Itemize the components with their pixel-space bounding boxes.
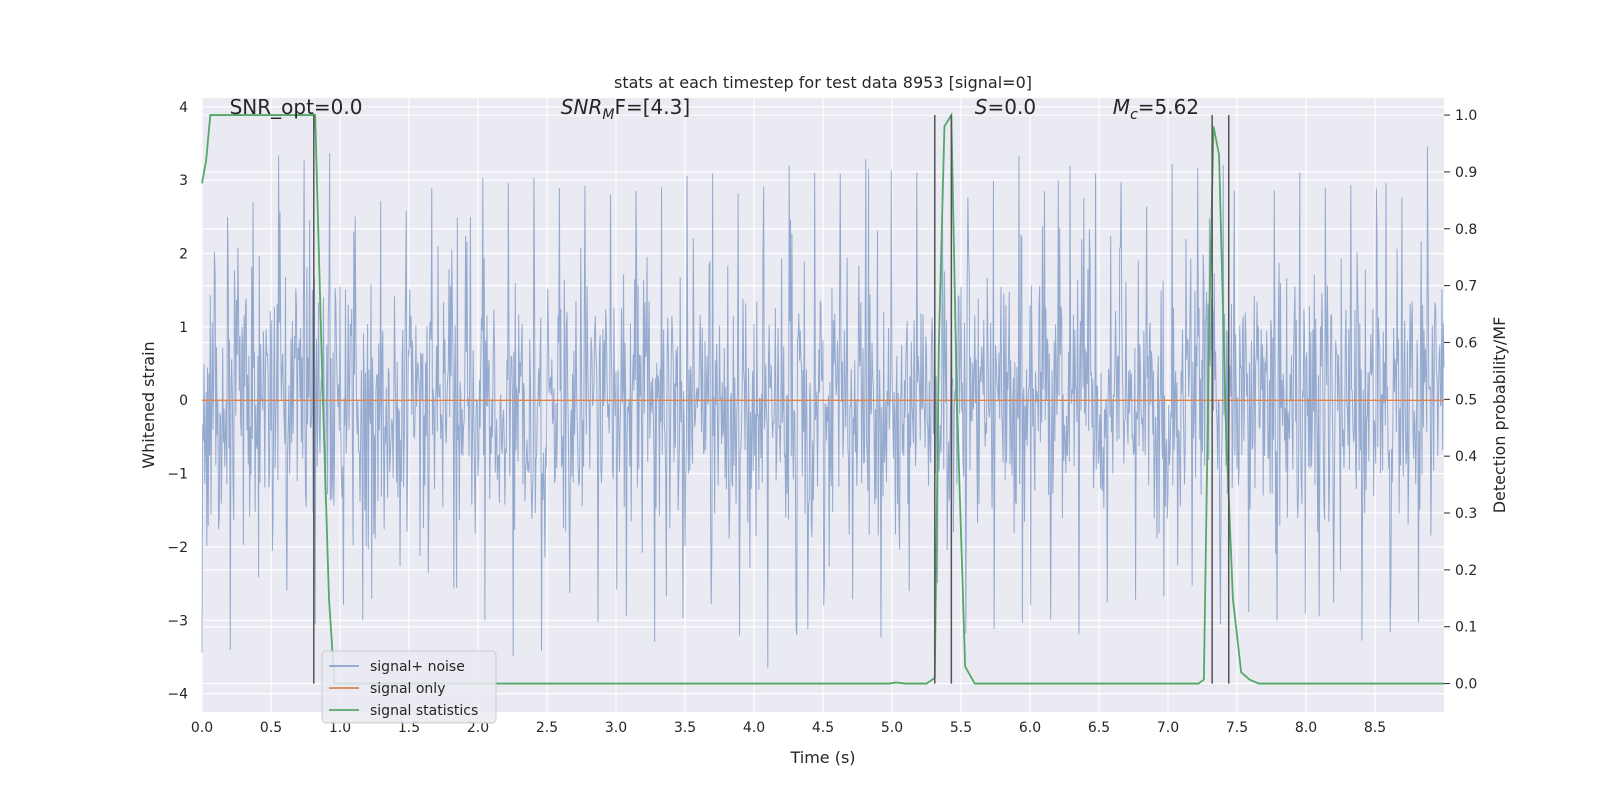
y-left-axis-ticks: 4 3 2 1 0 −1 −2 −3 −4 (167, 100, 188, 703)
x-tick-label: 6.5 (1088, 720, 1110, 736)
x-axis-ticks: 0.0 0.5 1.0 1.5 2.0 2.5 3.0 3.5 4.0 4.5 5.0 5.5 6.0 6… (191, 720, 1386, 736)
legend: signal+ noise signal only signal statist… (321, 650, 497, 724)
y-left-tick-label: 4 (179, 100, 188, 116)
x-tick-label: 0.0 (191, 720, 213, 736)
annotations: SNR_opt=0.0 SNRMF=[4.3] S=0.0 Mc=5.62 (230, 95, 1199, 123)
x-tick-label: 4.5 (812, 720, 834, 736)
series-signal-statistics (201, 111, 1445, 685)
legend-box (321, 650, 497, 724)
y-right-tick-label: 0.5 (1455, 392, 1477, 408)
y-right-tick-label: 0.0 (1455, 677, 1477, 693)
x-tick-label: 5.0 (881, 720, 903, 736)
annotation-text: SNRMF=[4.3] (561, 95, 690, 123)
x-tick-label: 2.5 (536, 720, 558, 736)
x-tick-label: 2.0 (467, 720, 489, 736)
y-left-tick-label: −3 (167, 613, 188, 629)
x-tick-label: 5.5 (950, 720, 972, 736)
x-tick-label: 0.5 (260, 720, 282, 736)
y-left-tick-label: 1 (179, 320, 188, 336)
y-right-axis-ticks: 1.0 0.9 0.8 0.7 0.6 0.5 0.4 0.3 0.2 0.1 0.0 (1444, 108, 1477, 693)
annotation-italic: SNR (561, 95, 603, 119)
series-line-signal-statistics (201, 111, 1444, 685)
annotation-suffix: =5.62 (1138, 95, 1199, 119)
x-tick-label: 3.5 (674, 720, 696, 736)
legend-label-signal-statistics: signal statistics (370, 703, 478, 719)
y-left-tick-label: −2 (167, 540, 188, 556)
annotation-text: Mc=5.62 (1113, 95, 1199, 123)
y-right-tick-label: 0.8 (1455, 222, 1477, 238)
series-line-signal-plus-noise (201, 146, 1445, 668)
x-axis-label: Time (s) (789, 748, 855, 767)
annotation-italic: M (1113, 95, 1130, 119)
y-right-tick-label: 1.0 (1455, 108, 1477, 124)
y-left-tick-label: 3 (179, 173, 188, 189)
x-tick-label: 7.0 (1157, 720, 1179, 736)
series-signal-plus-noise (201, 146, 1445, 668)
x-tick-label: 1.0 (329, 720, 351, 736)
x-tick-label: 8.5 (1364, 720, 1386, 736)
y-left-axis-label: Whitened strain (139, 341, 158, 468)
y-right-axis-label: Detection probability/MF (1490, 317, 1509, 514)
x-tick-label: 7.5 (1226, 720, 1248, 736)
annotation-text: S=0.0 (975, 95, 1036, 119)
annotation-text: SNR_opt=0.0 (230, 95, 363, 119)
annotation-suffix: =0.0 (988, 95, 1037, 119)
y-left-tick-label: −1 (167, 467, 188, 483)
annotation-italic: S (975, 95, 988, 119)
x-tick-label: 1.5 (398, 720, 420, 736)
x-tick-label: 6.0 (1019, 720, 1041, 736)
y-right-tick-label: 0.4 (1455, 449, 1477, 465)
chart-title: stats at each timestep for test data 895… (614, 73, 1032, 92)
y-right-tick-label: 0.7 (1455, 279, 1477, 295)
event-vertical-lines (313, 115, 1230, 684)
y-right-tick-label: 0.1 (1455, 620, 1477, 636)
x-tick-label: 4.0 (743, 720, 765, 736)
annotation-subscript: c (1130, 107, 1138, 123)
y-right-tick-label: 0.3 (1455, 506, 1477, 522)
x-tick-label: 8.0 (1295, 720, 1317, 736)
x-tick-label: 3.0 (605, 720, 627, 736)
annotation-suffix: F=[4.3] (614, 95, 690, 119)
y-left-tick-label: 2 (179, 247, 188, 263)
annotation-subscript: M (602, 107, 614, 123)
y-right-tick-label: 0.9 (1455, 165, 1477, 181)
legend-label-signal-only: signal only (370, 681, 445, 697)
annotation-prefix: SNR_opt=0.0 (230, 95, 363, 119)
legend-label-signal-plus-noise: signal+ noise (370, 659, 465, 675)
y-left-tick-label: −4 (167, 687, 188, 703)
y-right-tick-label: 0.6 (1455, 335, 1477, 351)
y-left-tick-label: 0 (179, 393, 188, 409)
y-right-tick-label: 0.2 (1455, 563, 1477, 579)
